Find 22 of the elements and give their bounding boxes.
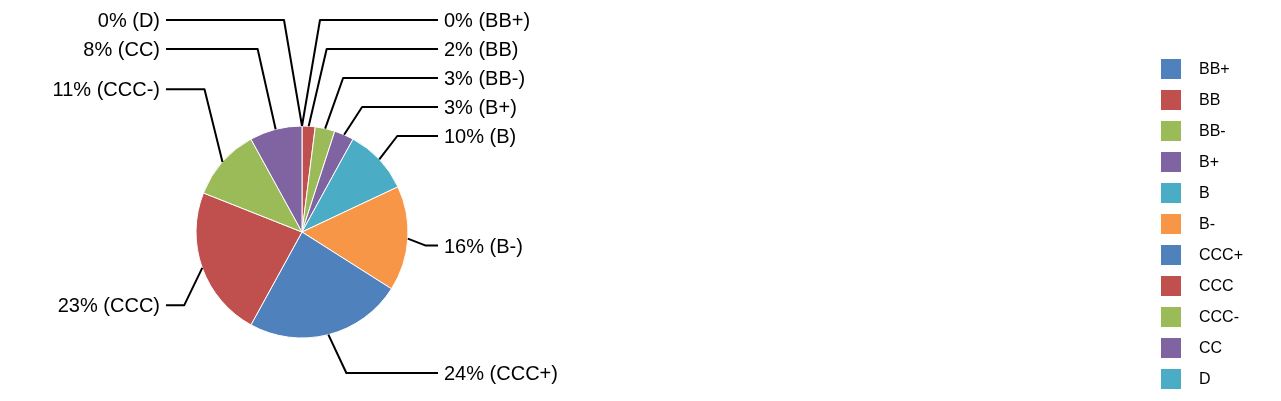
data-label: 3% (BB-) [444,67,526,89]
legend-label: B [1198,184,1210,202]
data-label: 23% (CCC) [57,294,160,317]
legend-label: CC [1198,339,1223,357]
data-label: 3% (B+) [444,96,517,118]
legend-label: CCC+ [1198,246,1243,264]
legend-label: B- [1198,215,1215,233]
data-label: 2% (BB) [444,38,519,60]
text: 0% (D) [97,9,160,31]
legend-label: CCC- [1198,308,1239,326]
legend-label: BB+ [1198,60,1230,78]
legend-label: CCC [1198,277,1234,295]
data-label: 11% (CCC-) [52,78,160,101]
legend-label: BB- [1198,122,1226,140]
legend-label: B+ [1198,153,1219,171]
data-label: 24% (CCC+) [444,362,558,384]
legend-label: BB [1198,91,1221,109]
legend-label: D [1198,370,1211,388]
data-label: 8% (CC) [83,38,160,60]
text: 0% (BB+) [444,9,531,31]
data-label: 10% (B) [444,125,517,147]
data-label: 16% (B-) [444,234,523,257]
